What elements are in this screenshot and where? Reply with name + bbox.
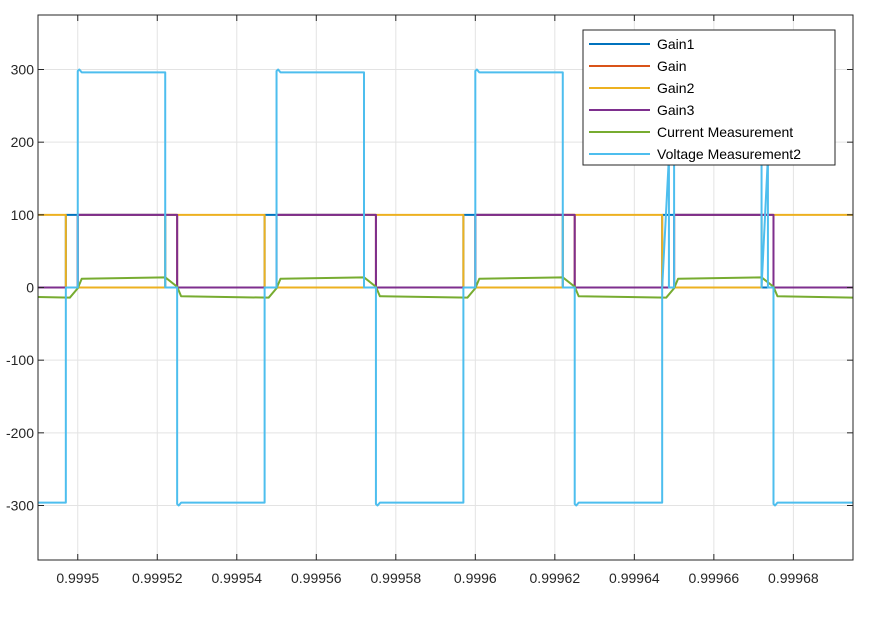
legend-label-voltage-measurement2: Voltage Measurement2: [657, 146, 801, 162]
legend-label-gain1: Gain1: [657, 36, 695, 52]
legend: Gain1 Gain Gain2 Gain3 Current Measurement Vo…: [582, 29, 836, 166]
y-tick-label: 300: [11, 62, 35, 78]
x-tick-label: 0.99964: [609, 570, 660, 586]
legend-label-gain3: Gain3: [657, 102, 695, 118]
x-tick-label: 0.99968: [768, 570, 819, 586]
x-axis: 0.9995 0.99952 0.99954 0.99956 0.99958 0.9996…: [56, 15, 819, 586]
x-tick-label: 0.99952: [132, 570, 183, 586]
y-tick-label: 100: [11, 207, 35, 223]
legend-label-current-measurement: Current Measurement: [657, 124, 793, 140]
x-tick-label: 0.99958: [371, 570, 422, 586]
y-tick-label: 0: [26, 280, 34, 296]
legend-label-gain2: Gain2: [657, 80, 695, 96]
x-tick-label: 0.9996: [454, 570, 497, 586]
legend-box: [582, 29, 836, 166]
series-line-current-measurement: [37, 276, 854, 299]
x-tick-label: 0.99966: [689, 570, 740, 586]
y-axis: -300 -200 -100 0 100 200 300: [6, 62, 853, 514]
x-tick-label: 0.9995: [56, 570, 99, 586]
y-tick-label: -300: [6, 498, 34, 514]
series-lines: [37, 68, 854, 507]
x-tick-label: 0.99962: [530, 570, 581, 586]
legend-label-gain: Gain: [657, 58, 687, 74]
y-tick-label: -200: [6, 425, 34, 441]
x-tick-label: 0.99956: [291, 570, 342, 586]
y-tick-label: 200: [11, 134, 35, 150]
series-line-gain3: [38, 213, 853, 289]
x-tick-label: 0.99954: [211, 570, 262, 586]
y-tick-label: -100: [6, 352, 34, 368]
